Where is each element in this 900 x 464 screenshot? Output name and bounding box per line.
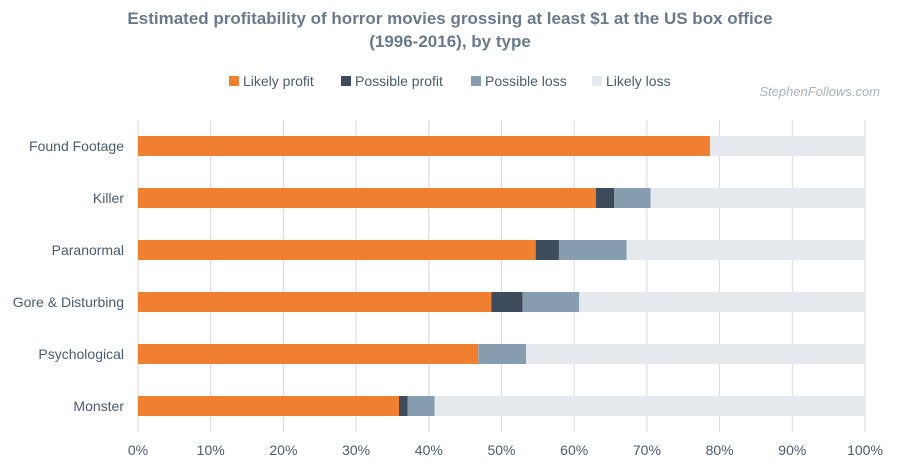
- x-tick-label: 10%: [197, 442, 225, 458]
- bar-likely-profit-found-footage: [138, 136, 711, 156]
- x-tick-label: 80%: [706, 442, 734, 458]
- watermark: StephenFollows.com: [759, 84, 880, 99]
- category-label: Killer: [93, 190, 124, 206]
- x-axis-ticks: 0% 10% 20% 30% 40% 50% 60% 70% 80% 90% 100%: [128, 442, 883, 458]
- bar-possible-loss-killer: [614, 188, 651, 208]
- x-tick-label: 60%: [560, 442, 588, 458]
- bar-likely-loss-found-footage: [710, 136, 865, 156]
- bar-likely-profit-paranormal: [138, 240, 536, 260]
- chart-title-line-2: (1996-2016), by type: [369, 32, 531, 51]
- bar-possible-profit-paranormal: [535, 240, 559, 260]
- x-tick-label: 0%: [128, 442, 148, 458]
- bar-likely-loss-psychological: [526, 344, 865, 364]
- category-label: Monster: [73, 398, 124, 414]
- x-tick-label: 30%: [342, 442, 370, 458]
- category-labels: Found Footage Killer Paranormal Gore & Dist…: [13, 138, 125, 414]
- bar-likely-loss-monster: [434, 396, 865, 416]
- legend-swatch-likely-profit: [229, 76, 239, 86]
- category-label: Gore & Disturbing: [13, 294, 124, 310]
- bar-likely-profit-monster: [138, 396, 399, 416]
- bar-possible-loss-monster: [407, 396, 435, 416]
- bar-possible-profit-killer: [596, 188, 615, 208]
- x-tick-label: 50%: [487, 442, 515, 458]
- bar-likely-loss-gore-and-disturbing: [579, 292, 865, 312]
- bars: [138, 136, 865, 416]
- category-label: Paranormal: [52, 242, 124, 258]
- bar-likely-profit-gore-and-disturbing: [138, 292, 492, 312]
- bar-likely-profit-killer: [138, 188, 597, 208]
- legend-label-possible-profit: Possible profit: [355, 73, 443, 89]
- x-tick-label: 20%: [269, 442, 297, 458]
- bar-possible-loss-psychological: [478, 344, 527, 364]
- legend-swatch-likely-loss: [592, 76, 602, 86]
- category-label: Found Footage: [29, 138, 124, 154]
- x-tick-label: 70%: [633, 442, 661, 458]
- legend: Likely profit Possible profit Possible los…: [229, 73, 671, 89]
- x-tick-label: 40%: [415, 442, 443, 458]
- bar-likely-loss-paranormal: [626, 240, 865, 260]
- legend-swatch-possible-loss: [471, 76, 481, 86]
- bar-likely-profit-psychological: [138, 344, 479, 364]
- bar-possible-loss-paranormal: [558, 240, 627, 260]
- bar-likely-loss-killer: [650, 188, 865, 208]
- grid: [137, 120, 866, 432]
- x-tick-label: 90%: [778, 442, 806, 458]
- category-label: Psychological: [38, 346, 124, 362]
- legend-swatch-possible-profit: [341, 76, 351, 86]
- bar-possible-loss-gore-and-disturbing: [522, 292, 580, 312]
- legend-label-likely-profit: Likely profit: [243, 73, 314, 89]
- bar-possible-profit-monster: [398, 396, 408, 416]
- legend-label-possible-loss: Possible loss: [485, 73, 567, 89]
- chart-title-line-1: Estimated profitability of horror movies…: [127, 9, 772, 28]
- bar-possible-profit-gore-and-disturbing: [491, 292, 523, 312]
- x-tick-label: 100%: [847, 442, 883, 458]
- legend-label-likely-loss: Likely loss: [606, 73, 671, 89]
